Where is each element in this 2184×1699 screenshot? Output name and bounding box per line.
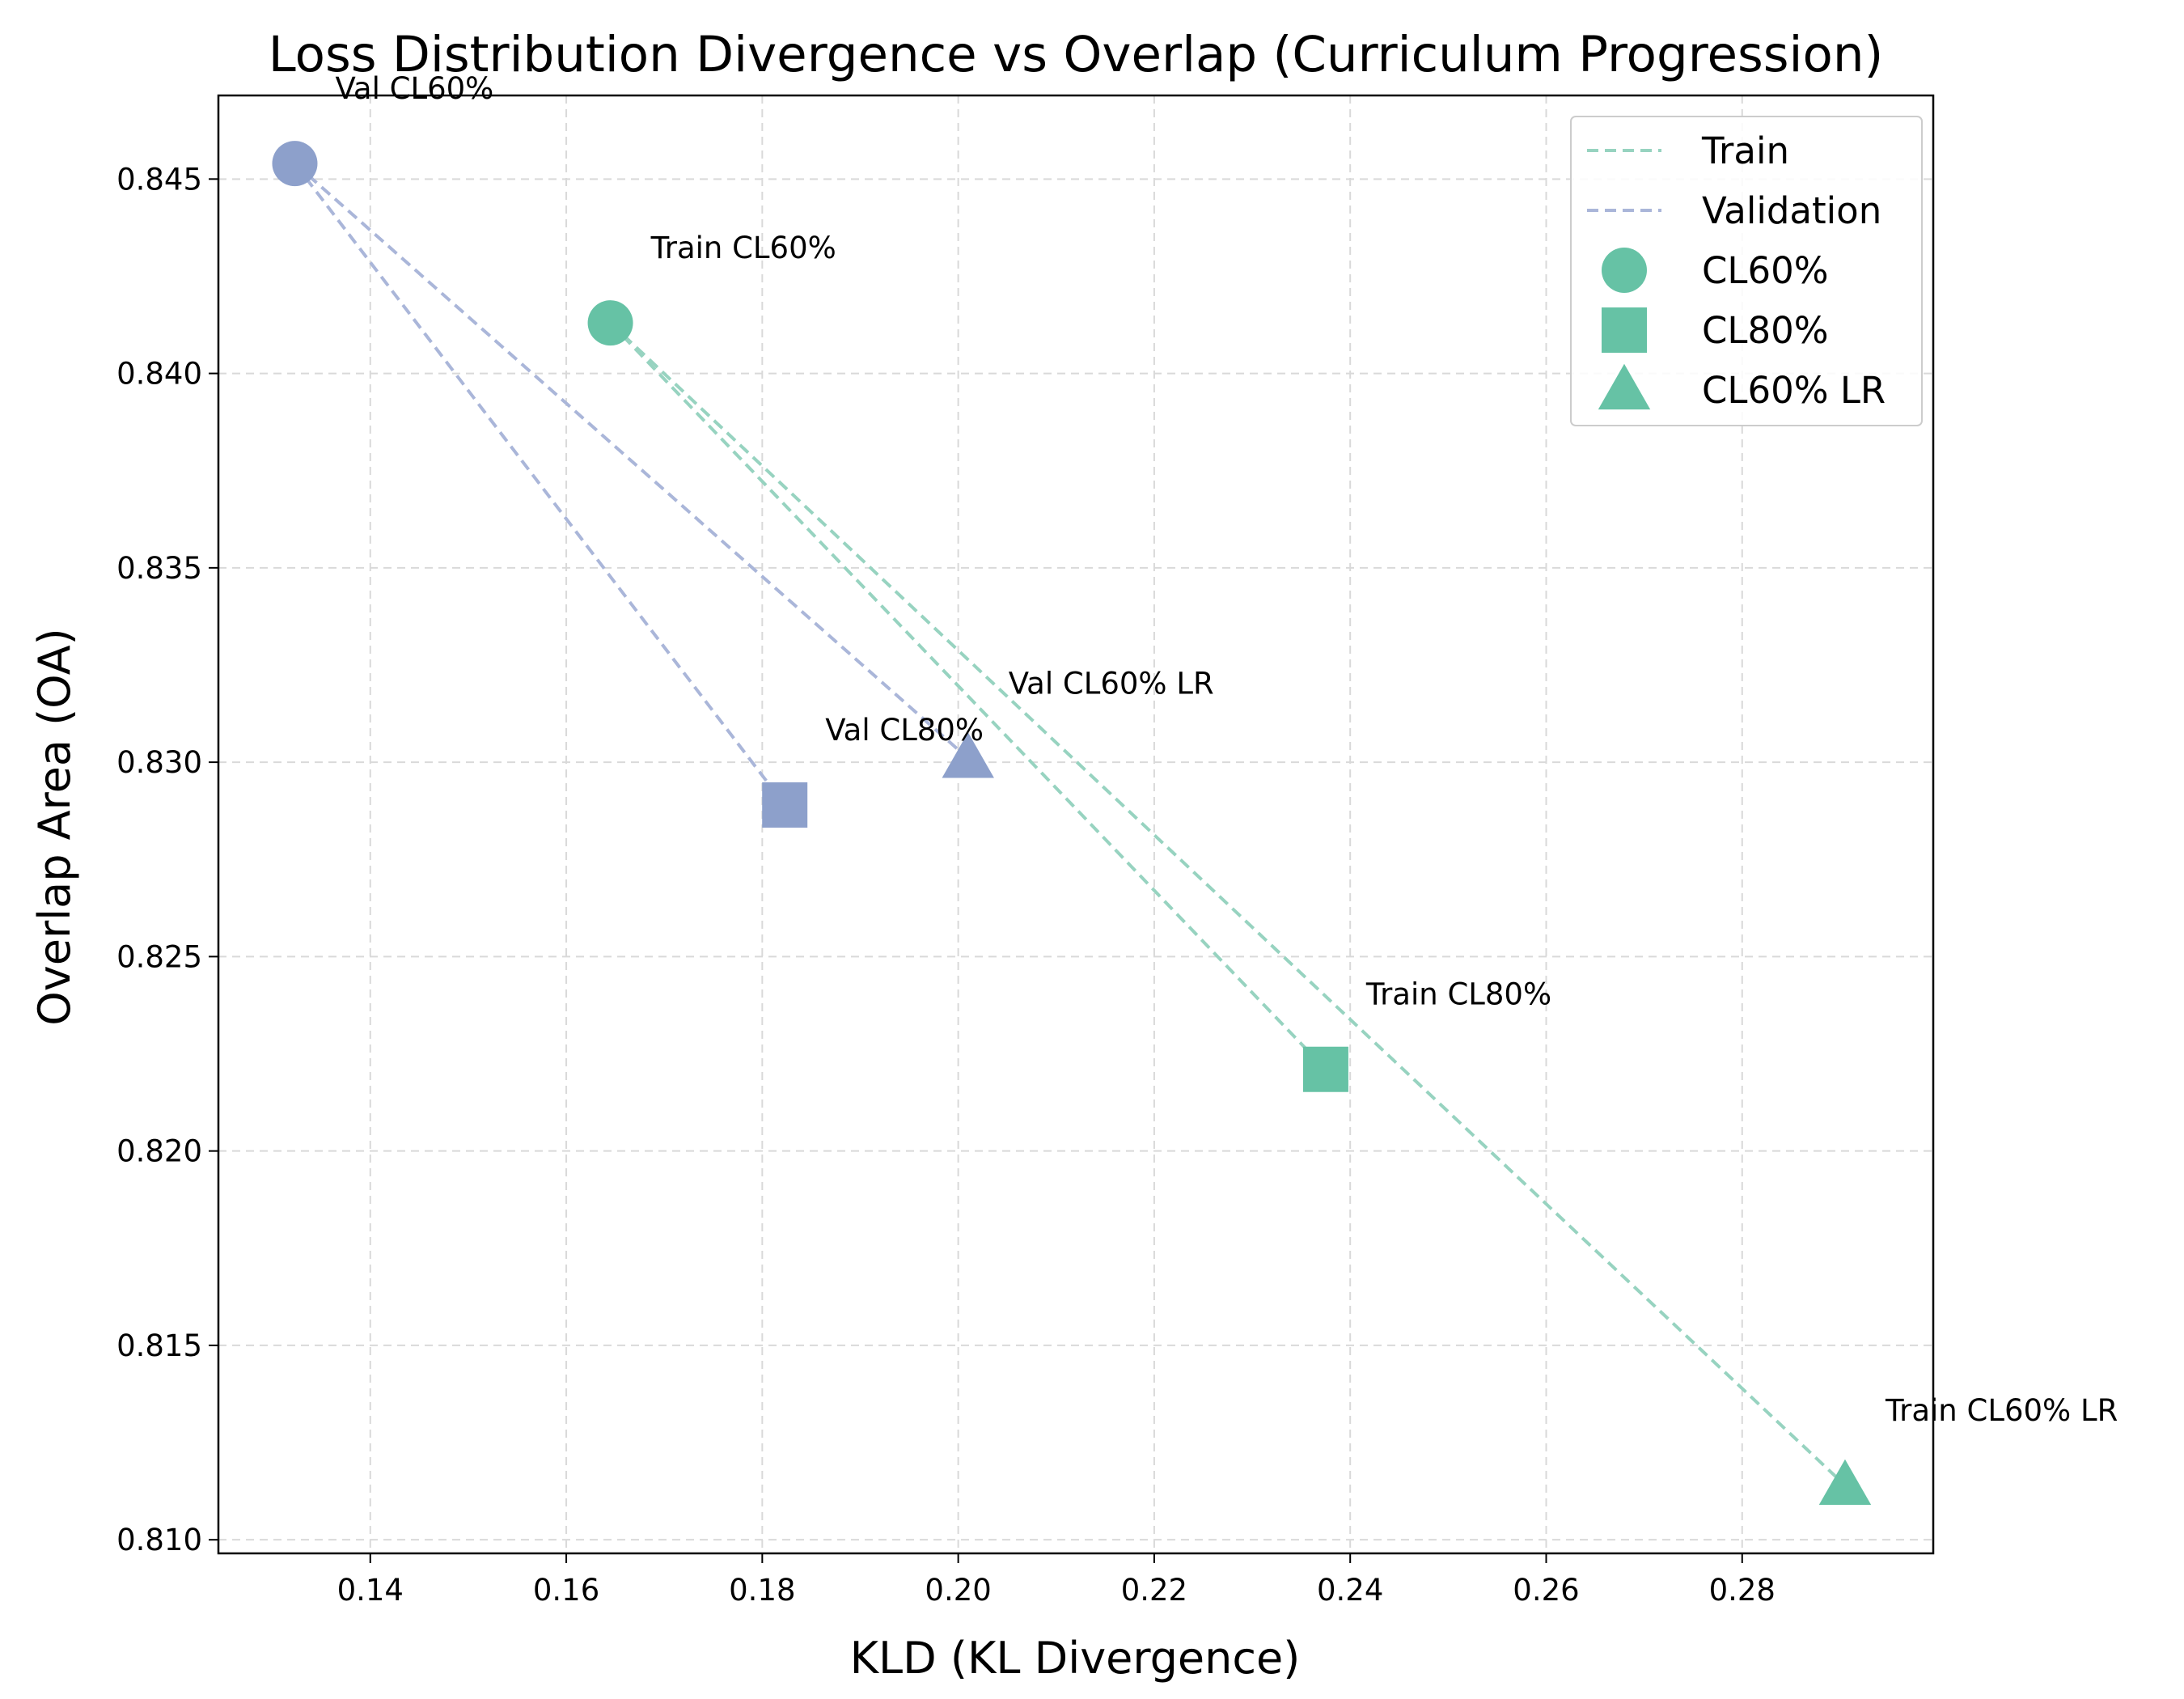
x-tick-label: 0.22	[1121, 1573, 1187, 1608]
legend-label: CL80%	[1702, 309, 1829, 352]
y-tick-label: 0.820	[116, 1134, 202, 1169]
data-point-square	[1302, 1046, 1348, 1092]
x-tick-label: 0.28	[1709, 1573, 1776, 1608]
series-line-validation	[294, 162, 970, 760]
x-tick-label: 0.14	[337, 1573, 404, 1608]
series-line-train	[609, 321, 1847, 1487]
data-point-square	[762, 782, 808, 828]
legend-label: CL60% LR	[1702, 369, 1886, 412]
y-tick-label: 0.840	[116, 357, 202, 392]
x-tick-label: 0.18	[729, 1573, 795, 1608]
legend-label: Train	[1701, 129, 1789, 172]
x-tick-label: 0.16	[533, 1573, 599, 1608]
x-tick-label: 0.26	[1513, 1573, 1579, 1608]
y-tick-label: 0.835	[116, 551, 202, 586]
series-line-validation	[293, 162, 786, 807]
point-label: Val CL60%	[335, 71, 493, 106]
y-tick-label: 0.810	[116, 1523, 202, 1557]
series-lines	[293, 162, 1847, 1487]
data-point-triangle	[942, 732, 994, 778]
x-axis-label: KLD (KL Divergence)	[850, 1633, 1301, 1684]
y-tick-label: 0.825	[116, 939, 202, 974]
x-tick-label: 0.20	[925, 1573, 991, 1608]
point-label: Train CL80%	[1365, 977, 1551, 1012]
plot-frame	[217, 94, 1935, 1555]
y-tick-label: 0.830	[116, 745, 202, 780]
y-tick-label: 0.815	[116, 1328, 202, 1363]
legend-marker-circle	[1602, 248, 1647, 293]
legend-label: Validation	[1702, 189, 1881, 232]
x-tick-label: 0.24	[1317, 1573, 1383, 1608]
data-point-circle	[587, 300, 633, 346]
grid-lines	[218, 95, 1933, 1553]
legend: Train Validation CL60% CL80% CL60% LR	[1570, 116, 1923, 426]
point-label: Val CL80%	[825, 713, 984, 748]
data-point-circle	[272, 141, 318, 187]
legend-label: CL60%	[1702, 249, 1829, 292]
legend-marker-square	[1602, 307, 1647, 353]
data-markers	[272, 141, 1872, 1506]
legend-marker-triangle	[1598, 363, 1651, 410]
point-annotations: Train CL60% Train CL80% Train CL60% LR Val …	[335, 71, 2118, 1428]
point-label: Train CL60% LR	[1885, 1393, 2118, 1428]
y-axis-label: Overlap Area (OA)	[29, 628, 80, 1025]
series-line-train	[609, 321, 1327, 1071]
axis-ticks: 0.14 0.16 0.18 0.20 0.22 0.24 0.26 0.28 0.810 0.8…	[116, 162, 1776, 1608]
point-label: Train CL60%	[650, 231, 836, 265]
data-point-triangle	[1818, 1459, 1872, 1506]
point-label: Val CL60% LR	[1009, 666, 1214, 701]
chart-title: Loss Distribution Divergence vs Overlap …	[269, 26, 1884, 83]
legend-box	[1570, 116, 1923, 426]
y-tick-label: 0.845	[116, 162, 202, 197]
